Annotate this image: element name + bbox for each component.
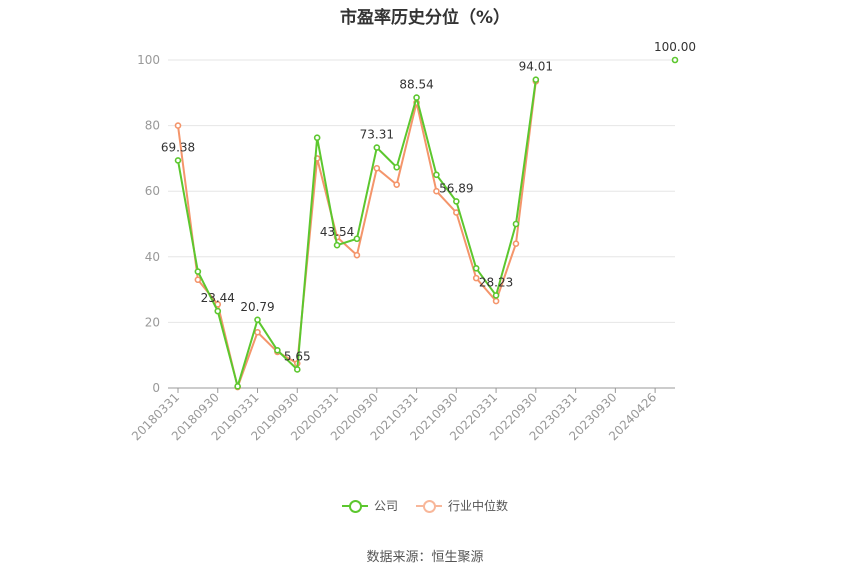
- data-point-industry-median: [174, 122, 182, 129]
- data-point-industry-median: [194, 276, 202, 284]
- data-label: 69.38: [161, 140, 195, 154]
- data-point-company: [234, 383, 241, 390]
- legend-marker-industry-median: [416, 499, 442, 513]
- data-point-industry-median: [472, 274, 480, 282]
- data-label: 23.44: [201, 291, 235, 305]
- data-point-industry-median: [373, 164, 381, 172]
- data-point-company: [353, 235, 361, 243]
- data-point-industry-median: [393, 181, 400, 188]
- legend-label-industry-median: 行业中位数: [448, 499, 509, 513]
- data-point-company: [214, 307, 222, 315]
- data-point-industry-median: [492, 297, 500, 305]
- data-point-company: [174, 157, 182, 164]
- data-label: 94.01: [519, 60, 553, 74]
- data-point-company: [512, 220, 520, 228]
- data-label: 88.54: [399, 78, 433, 92]
- chart-title: 市盈率历史分位（%）: [339, 8, 511, 28]
- y-tick-label: 60: [145, 184, 160, 198]
- legend-label-company: 公司: [373, 499, 398, 513]
- data-point-company: [472, 264, 480, 272]
- data-label: 43.54: [320, 225, 354, 239]
- data-source: 数据来源：恒生聚源: [366, 550, 484, 565]
- data-point-industry-median: [254, 328, 261, 336]
- data-point-company: [492, 292, 500, 299]
- data-point-company: [453, 198, 460, 205]
- data-label: 100.00: [654, 40, 696, 54]
- y-tick-label: 80: [145, 119, 160, 133]
- data-point-industry-median: [512, 240, 520, 247]
- data-label: 56.89: [439, 181, 473, 195]
- data-point-company: [671, 56, 679, 64]
- data-point-company: [532, 76, 540, 83]
- data-point-company: [313, 134, 321, 142]
- y-tick-label: 40: [145, 250, 160, 264]
- data-point-company: [373, 144, 381, 151]
- y-tick-label: 20: [145, 315, 160, 329]
- data-point-company: [293, 366, 301, 373]
- data-point-company: [333, 241, 341, 249]
- data-point-industry-median: [353, 251, 361, 259]
- legend-item-industry-median[interactable]: 行业中位数: [416, 497, 508, 514]
- data-point-company: [274, 346, 281, 354]
- data-label: 20.79: [240, 300, 274, 314]
- plot-area: 0204060801002018033120180930201903312019…: [129, 40, 696, 443]
- data-label: 28.23: [479, 275, 513, 289]
- data-point-company: [194, 268, 202, 275]
- data-point-company: [254, 316, 261, 324]
- data-label: 5.65: [284, 349, 311, 363]
- data-point-industry-median: [433, 187, 440, 195]
- data-point-company: [393, 163, 400, 171]
- legend: 公司 行业中位数: [0, 497, 850, 514]
- data-point-company: [433, 171, 440, 179]
- data-label: 73.31: [360, 128, 394, 142]
- legend-item-company[interactable]: 公司: [341, 497, 398, 514]
- legend-marker-company: [341, 499, 368, 513]
- y-tick-label: 0: [152, 381, 160, 395]
- y-tick-label: 100: [137, 53, 160, 67]
- data-point-company: [413, 94, 420, 101]
